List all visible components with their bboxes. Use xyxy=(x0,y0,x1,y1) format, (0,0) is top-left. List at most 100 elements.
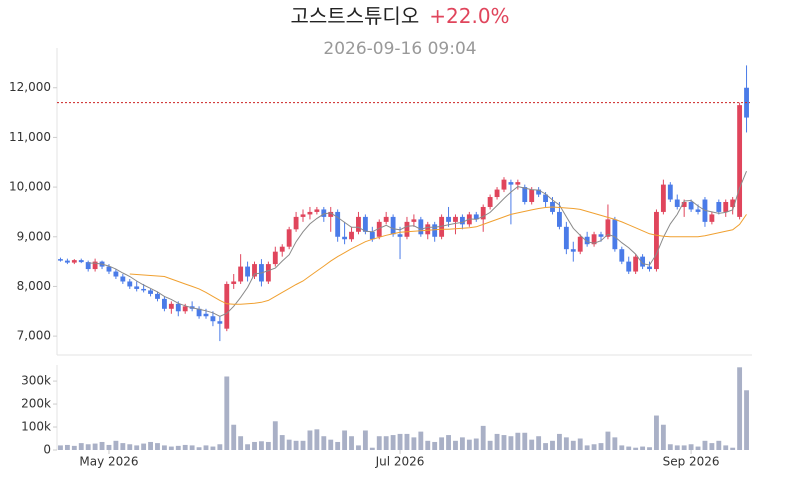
volume-bar xyxy=(647,447,652,450)
volume-bar xyxy=(64,444,70,450)
candle-body xyxy=(168,303,174,309)
candle-body xyxy=(473,214,479,220)
volume-bar xyxy=(716,440,722,450)
volume-bar xyxy=(411,437,417,450)
volume-bar xyxy=(563,437,569,450)
volume-bar xyxy=(203,445,209,450)
volume-tick-label: 200k xyxy=(21,397,51,411)
volume-bar xyxy=(196,447,202,450)
x-tick-label: May 2026 xyxy=(79,455,138,469)
candle-body xyxy=(252,264,257,277)
candle-body xyxy=(196,308,202,317)
candle-body xyxy=(543,194,548,202)
volume-bar xyxy=(612,437,618,450)
chart-subtitle: 2026-09-16 09:04 xyxy=(323,39,476,59)
volume-bar xyxy=(272,421,278,450)
candle-body xyxy=(390,216,396,235)
volume-bar xyxy=(709,443,715,450)
volume-bar xyxy=(78,443,84,450)
candle-body xyxy=(418,219,424,235)
volume-bar xyxy=(584,445,590,450)
y-tick-label: 8,000 xyxy=(17,279,51,293)
candle-body xyxy=(660,184,666,212)
candle-body xyxy=(231,281,237,284)
volume-bar xyxy=(106,444,112,450)
chart-title: 고스트스튜디오 xyxy=(290,4,419,28)
volume-bar xyxy=(529,439,535,450)
candle-body xyxy=(64,260,70,263)
volume-bar xyxy=(99,441,105,450)
candle-body xyxy=(272,251,278,265)
candle-body xyxy=(626,261,632,272)
candle-body xyxy=(342,236,348,240)
volume-bar xyxy=(695,446,701,450)
candle-body xyxy=(383,216,389,222)
candle-body xyxy=(321,209,327,217)
y-tick-label: 11,000 xyxy=(9,130,51,144)
candle-body xyxy=(279,246,285,252)
volume-bar xyxy=(619,445,625,450)
volume-bar xyxy=(397,433,403,450)
moving-average xyxy=(88,171,747,317)
volume-bar xyxy=(314,429,320,450)
candle-body xyxy=(245,266,251,277)
candle-body xyxy=(723,201,729,212)
candle-body xyxy=(155,293,160,299)
volume-bar xyxy=(674,445,680,450)
volume-bar xyxy=(626,446,632,450)
volume-tick-label: 0 xyxy=(43,443,51,457)
volume-bar xyxy=(217,444,223,450)
candle-body xyxy=(265,264,271,282)
volume-bar xyxy=(570,440,576,450)
volume-bar xyxy=(688,444,694,450)
candle-body xyxy=(459,216,465,225)
candle-body xyxy=(453,216,458,222)
volume-bar xyxy=(279,435,285,450)
candle-body xyxy=(203,313,209,317)
candle-body xyxy=(716,201,722,212)
volume-bar xyxy=(390,435,396,450)
volume-bar xyxy=(536,436,542,450)
candle-body xyxy=(411,219,417,222)
volume-bar xyxy=(321,436,327,450)
volume-bar xyxy=(550,440,555,450)
candle-body xyxy=(563,226,569,250)
volume-bar xyxy=(446,435,451,450)
volume-bar xyxy=(577,438,583,450)
y-tick-label: 9,000 xyxy=(17,229,51,243)
candle-body xyxy=(501,179,507,190)
x-tick-label: Jul 2026 xyxy=(375,455,425,469)
volume-bar xyxy=(737,367,743,450)
volume-bar xyxy=(168,446,174,450)
volume-bar xyxy=(598,443,604,450)
volume-bar xyxy=(556,433,562,450)
candle-body xyxy=(300,214,306,217)
volume-bar xyxy=(362,430,368,450)
volume-bar xyxy=(224,376,230,450)
candle-body xyxy=(667,184,673,200)
candle-body xyxy=(161,298,167,309)
candle-body xyxy=(293,216,299,230)
change-label: +22.0% xyxy=(429,4,509,28)
volume-bar xyxy=(307,430,313,450)
volume-bar xyxy=(466,439,472,450)
volume-bar xyxy=(660,424,666,450)
volume-tick-label: 300k xyxy=(21,374,51,388)
volume-bar xyxy=(210,446,216,450)
y-tick-label: 10,000 xyxy=(9,180,51,194)
volume-bar xyxy=(113,440,119,450)
volume-bar xyxy=(141,443,147,450)
volume-bar xyxy=(155,443,160,450)
volume-bar xyxy=(71,445,77,450)
candle-body xyxy=(508,182,514,185)
candle-body xyxy=(92,261,98,270)
candle-body xyxy=(349,231,354,240)
candle-body xyxy=(522,187,528,202)
volume-bar xyxy=(328,439,334,450)
candle-body xyxy=(619,249,625,262)
candle-body xyxy=(362,216,368,232)
y-tick-label: 12,000 xyxy=(9,80,51,94)
candle-body xyxy=(127,281,133,287)
volume-bar xyxy=(494,433,500,450)
candle-body xyxy=(224,283,230,329)
